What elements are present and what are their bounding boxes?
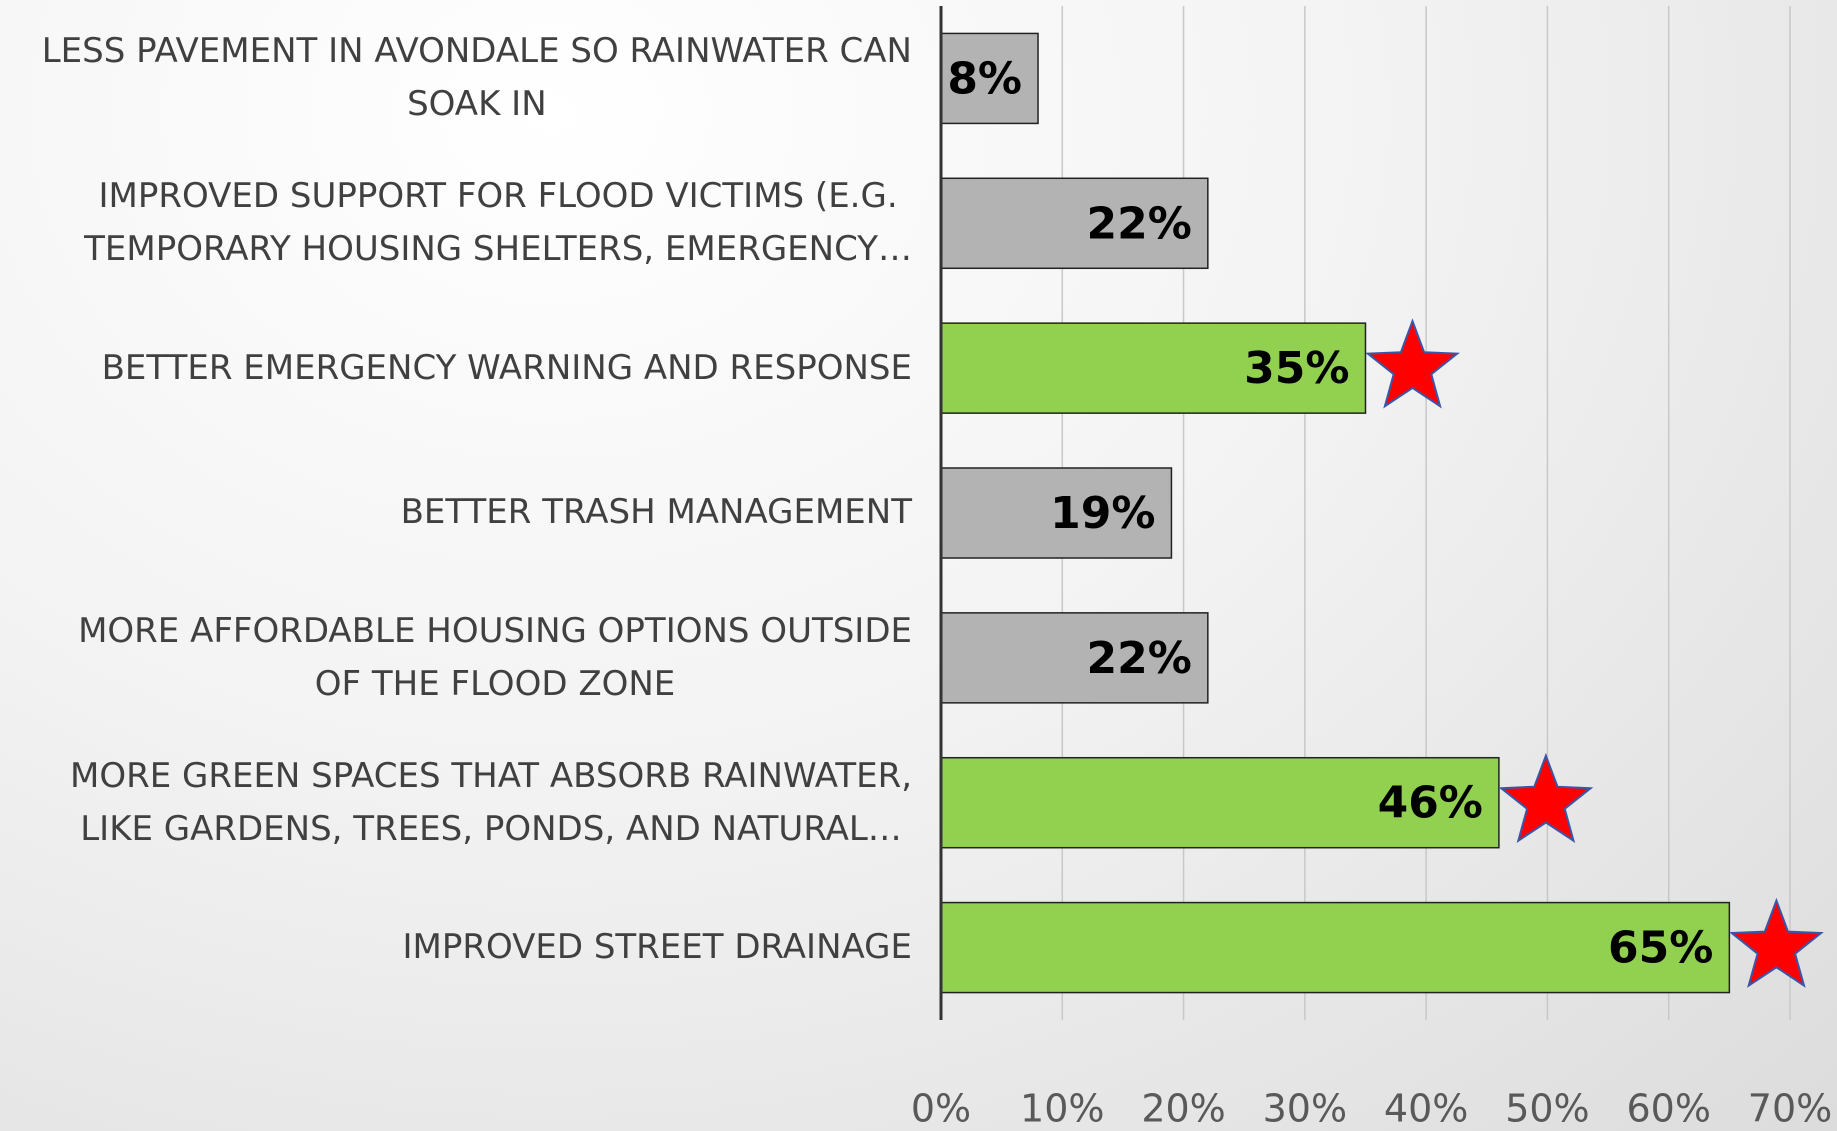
x-tick-label: 60% xyxy=(1626,1087,1710,1131)
value-label: 35% xyxy=(1244,343,1349,394)
bar xyxy=(940,322,1367,414)
category-row: IMPROVED SUPPORT FOR FLOOD VICTIMS (E.G.… xyxy=(0,151,912,296)
value-label: 46% xyxy=(1378,778,1483,829)
bar xyxy=(940,901,1731,994)
x-tick-label: 20% xyxy=(1141,1087,1225,1131)
category-label: MORE GREEN SPACES THAT ABSORB RAINWATER,… xyxy=(69,755,912,849)
star xyxy=(1498,752,1594,844)
category-label: BETTER TRASH MANAGEMENT xyxy=(400,492,912,533)
x-tick-label: 70% xyxy=(1748,1087,1832,1131)
star xyxy=(1365,318,1460,409)
bar xyxy=(940,612,1209,704)
category-labels: LESS PAVEMENT IN AVONDALE SO RAINWATER C… xyxy=(0,0,912,1131)
category-label: MORE AFFORDABLE HOUSING OPTIONS OUTSIDE … xyxy=(78,610,912,704)
category-row: LESS PAVEMENT IN AVONDALE SO RAINWATER C… xyxy=(0,6,912,151)
x-tick-label: 50% xyxy=(1505,1087,1589,1131)
value-label: 22% xyxy=(1087,633,1192,684)
bar xyxy=(940,467,1173,559)
x-tick-label: 30% xyxy=(1263,1087,1347,1131)
value-label: 22% xyxy=(1087,198,1192,249)
value-label: 19% xyxy=(1050,488,1155,539)
bar xyxy=(940,177,1209,270)
x-tick-label: 0% xyxy=(911,1087,971,1131)
category-row: BETTER EMERGENCY WARNING AND RESPONSE xyxy=(0,296,912,441)
x-tick-label: 40% xyxy=(1384,1087,1468,1131)
category-row: IMPROVED STREET DRAINAGE xyxy=(0,875,912,1020)
category-label: IMPROVED SUPPORT FOR FLOOD VICTIMS (E.G.… xyxy=(84,176,912,270)
category-row: MORE AFFORDABLE HOUSING OPTIONS OUTSIDE … xyxy=(0,585,912,730)
category-label: LESS PAVEMENT IN AVONDALE SO RAINWATER C… xyxy=(41,31,912,125)
value-label: 65% xyxy=(1608,923,1713,974)
value-label: 8% xyxy=(947,53,1022,104)
category-label: BETTER EMERGENCY WARNING AND RESPONSE xyxy=(101,347,912,388)
bar xyxy=(940,756,1500,849)
category-row: BETTER TRASH MANAGEMENT xyxy=(0,441,912,586)
category-label: IMPROVED STREET DRAINAGE xyxy=(402,927,912,968)
category-row: MORE GREEN SPACES THAT ABSORB RAINWATER,… xyxy=(0,730,912,875)
star xyxy=(1728,897,1824,988)
x-tick-label: 10% xyxy=(1020,1087,1104,1131)
